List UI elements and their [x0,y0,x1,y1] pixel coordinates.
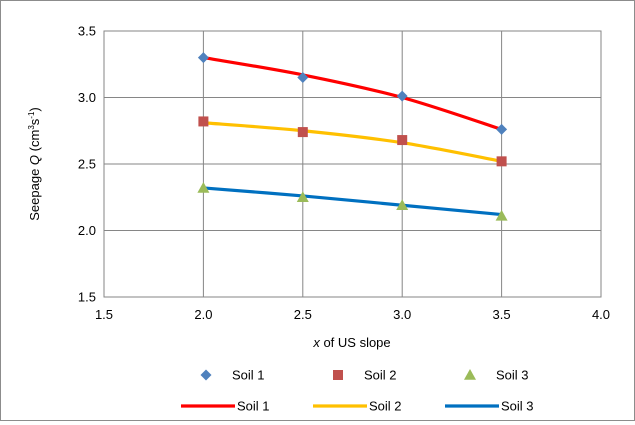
y-axis-label-prefix: Seepage [27,165,42,221]
y-axis-label-unit-close: ) [27,107,42,111]
y-tick-label: 3.5 [78,24,96,39]
grid [103,30,602,298]
legend-line-label-soil-2: Soil 2 [369,399,402,414]
data-point-soil-1 [496,123,508,135]
y-axis-label-exp1: 3 [27,125,36,130]
x-axis-label-var: x [312,335,320,350]
data-point-soil-2 [198,116,209,127]
data-point-soil-2 [397,135,408,146]
legend-marker-soil-3 [464,369,476,380]
x-tick-label: 3.0 [393,307,411,322]
x-tick-label: 2.5 [294,307,312,322]
x-axis-label-rest: of US slope [320,335,391,350]
y-tick-label: 2.5 [78,157,96,172]
legend-line-label-soil-3: Soil 3 [501,399,534,414]
y-tick-label: 3.0 [78,90,96,105]
fit-line-soil-1 [201,56,504,132]
legend-label-soil-1: Soil 1 [232,368,265,383]
data-point-soil-2 [496,156,507,167]
y-axis-label: Seepage Q (cm3s-1) [27,107,42,221]
data-point-soil-3 [495,209,508,221]
legend-marker-soil-1 [200,369,212,381]
data-point-soil-3 [197,181,210,193]
x-axis-label: x of US slope [312,335,390,350]
y-axis-label-var: Q [27,155,42,165]
data-point-soil-1 [396,90,408,102]
y-tick-labels: 1.5 2.0 2.5 3.0 3.5 [78,24,96,305]
legend-label-soil-2: Soil 2 [364,368,397,383]
y-tick-label: 2.0 [78,223,96,238]
fit-line-soil-2 [201,121,504,163]
x-tick-label: 3.5 [493,307,511,322]
legend-line-label-soil-1: Soil 1 [237,399,270,414]
y-axis-label-exp2: -1 [27,111,36,119]
y-tick-label: 1.5 [78,290,96,305]
fit-lines [201,56,504,217]
y-axis-label-unit-open: (cm [27,130,42,155]
x-tick-label: 1.5 [95,307,113,322]
plot-area-border [103,30,602,298]
data-point-soil-1 [297,72,309,84]
y-axis-label-mid: s [27,118,42,125]
data-point-soil-3 [296,191,309,203]
data-point-soil-3 [396,199,409,211]
x-tick-label: 4.0 [592,307,610,322]
legend-marker-soil-2 [333,370,343,380]
data-markers [197,52,508,221]
legend-label-soil-3: Soil 3 [496,368,529,383]
x-tick-labels: 1.5 2.0 2.5 3.0 3.5 4.0 [95,307,610,322]
legend: Soil 1 Soil 2 Soil 3 Soil 1 Soil 2 Soil 3 [181,368,534,414]
data-point-soil-2 [297,127,308,138]
data-point-soil-1 [197,52,209,64]
fit-line-soil-3 [201,186,504,217]
x-tick-label: 2.0 [194,307,212,322]
